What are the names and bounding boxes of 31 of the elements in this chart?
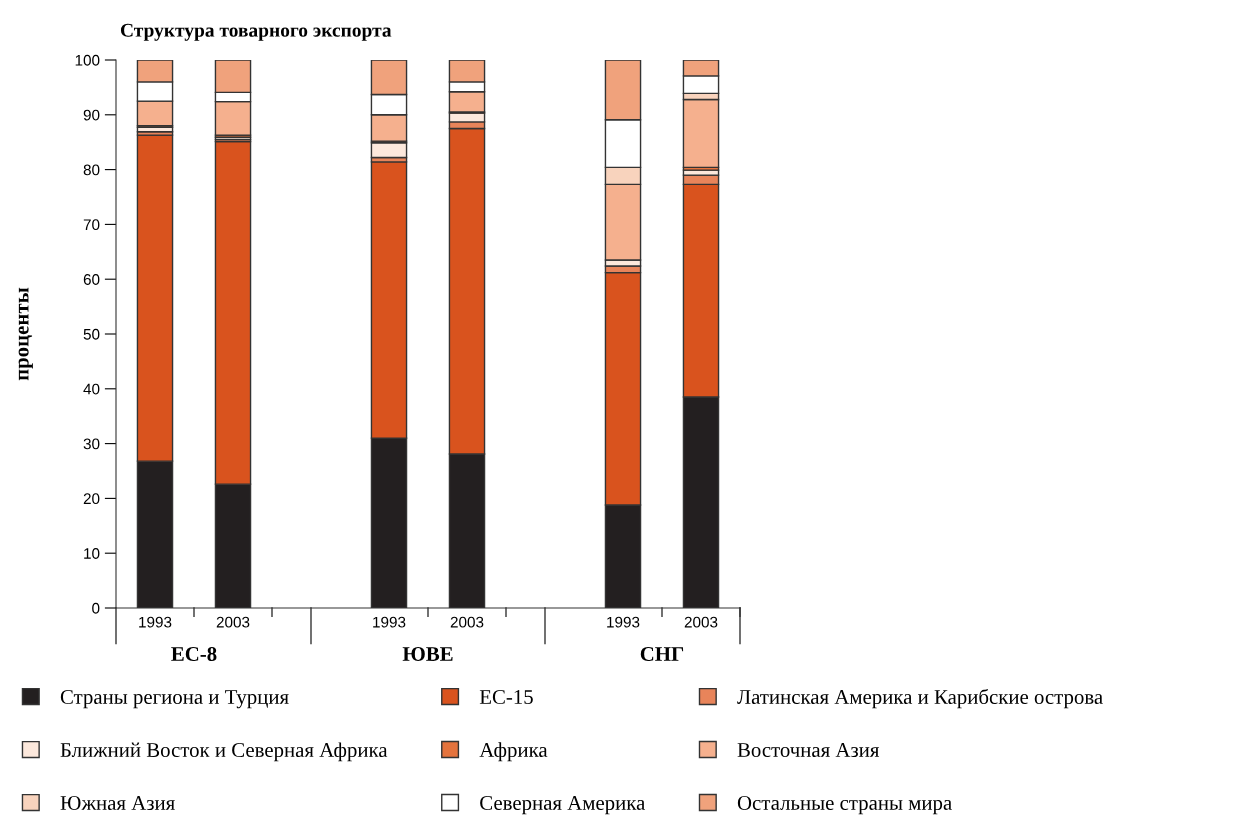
legend-label: Остальные страны мира <box>737 795 952 815</box>
x-tick-label: 1993 <box>607 616 640 628</box>
y-tick-label: 60 <box>83 274 100 285</box>
x-tick-label: 1993 <box>139 616 172 628</box>
legend-label: ЕС-15 <box>479 690 533 704</box>
legend-label: Южная Азия <box>60 796 175 811</box>
y-tick-label: 10 <box>84 548 100 559</box>
y-tick-label: 30 <box>83 438 100 450</box>
text: ЮВЕ <box>402 647 453 662</box>
chart-title: Структура товарного экспорта <box>120 23 392 41</box>
text: ЕС-8 <box>171 646 217 662</box>
x-tick-label: 1993 <box>373 616 406 628</box>
text: СНГ <box>640 647 684 662</box>
y-tick-label: 40 <box>83 383 100 395</box>
x-tick-label: 2003 <box>216 616 250 628</box>
y-tick-label: 50 <box>83 328 100 340</box>
y-tick-label: 100 <box>75 54 100 66</box>
y-axis-title: проценты <box>18 287 33 381</box>
y-tick-label: 0 <box>92 602 100 614</box>
x-tick-label: 2003 <box>450 616 484 628</box>
legend-label: Северная Америка <box>480 795 646 815</box>
legend-label: Ближний Восток и Северная Африка <box>60 742 388 762</box>
legend-label: Страны региона и Турция <box>60 690 289 709</box>
y-tick-label: 80 <box>83 164 100 176</box>
y-tick-label: 70 <box>83 219 100 231</box>
x-tick-label: 2003 <box>684 616 718 628</box>
legend-label: Африка <box>479 742 548 762</box>
legend-label: Латинская Америка и Карибские острова <box>737 688 1103 709</box>
legend-label: Восточная Азия <box>737 743 880 757</box>
y-tick-label: 90 <box>83 109 100 121</box>
y-tick-label: 20 <box>83 493 100 505</box>
